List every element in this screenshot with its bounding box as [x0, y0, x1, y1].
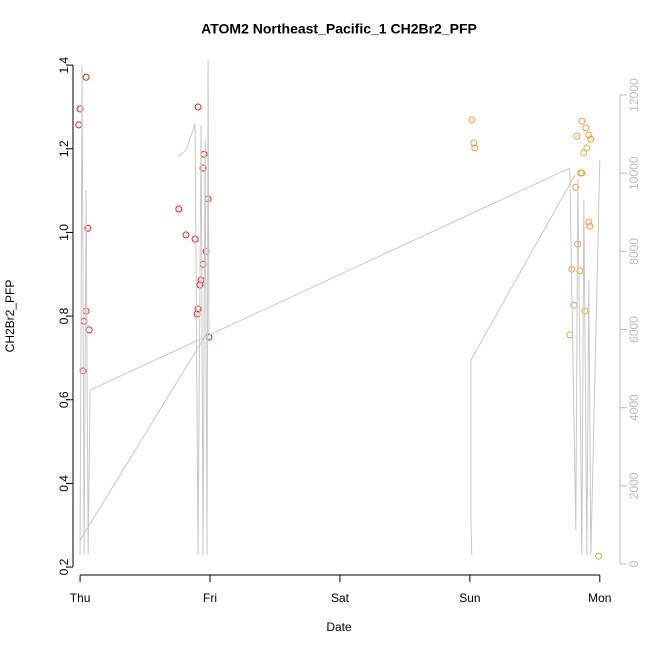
point: [471, 144, 479, 152]
line: [79, 59, 601, 556]
point: [572, 183, 580, 191]
point: [199, 164, 207, 172]
y-axis-label: CH2Br2_PFP: [3, 280, 17, 353]
point: [175, 205, 183, 213]
y2-tick-label: 2000: [627, 472, 641, 499]
point: [578, 117, 586, 125]
point: [82, 307, 90, 315]
point: [194, 305, 202, 313]
point: [199, 260, 207, 268]
point: [573, 132, 581, 140]
y-tick-label: 0.2: [57, 558, 71, 575]
point: [586, 222, 594, 230]
point: [76, 105, 84, 113]
x-axis-label: Date: [326, 620, 352, 634]
y-tick-label: 1.0: [57, 224, 71, 241]
point: [585, 218, 593, 226]
y2-tick-label: 8000: [627, 238, 641, 265]
point: [191, 235, 199, 243]
point: [583, 144, 591, 152]
y-tick-label: 0.6: [57, 391, 71, 408]
y2-tick-label: 4000: [627, 394, 641, 421]
y-tick-label: 1.2: [57, 140, 71, 157]
x-tick-label: Mon: [588, 591, 611, 605]
point: [75, 121, 83, 129]
point: [580, 149, 588, 157]
point: [85, 326, 93, 334]
point: [468, 116, 476, 124]
y-tick-label: 1.4: [57, 56, 71, 73]
y2-tick-label: 10000: [627, 156, 641, 190]
y-tick-label: 0.8: [57, 307, 71, 324]
x-tick-label: Fri: [203, 591, 217, 605]
x-tick-label: Sat: [331, 591, 350, 605]
y2-tick-label: 12000: [627, 78, 641, 112]
x-tick-label: Thu: [70, 591, 91, 605]
point: [578, 169, 586, 177]
x-tick-label: Sun: [459, 591, 480, 605]
point: [82, 73, 90, 81]
point: [585, 131, 593, 139]
point: [80, 317, 88, 325]
y2-tick-label: 0: [627, 560, 641, 567]
point: [182, 231, 190, 239]
point: [194, 103, 202, 111]
chart-title: ATOM2 Northeast_Pacific_1 CH2Br2_PFP: [201, 21, 477, 37]
point: [470, 139, 478, 147]
point: [84, 224, 92, 232]
point: [587, 135, 595, 143]
point: [595, 552, 603, 560]
point: [200, 150, 208, 158]
point: [576, 267, 584, 275]
point: [582, 124, 590, 132]
y-tick-label: 0.4: [57, 475, 71, 492]
y2-tick-label: 6000: [627, 316, 641, 343]
